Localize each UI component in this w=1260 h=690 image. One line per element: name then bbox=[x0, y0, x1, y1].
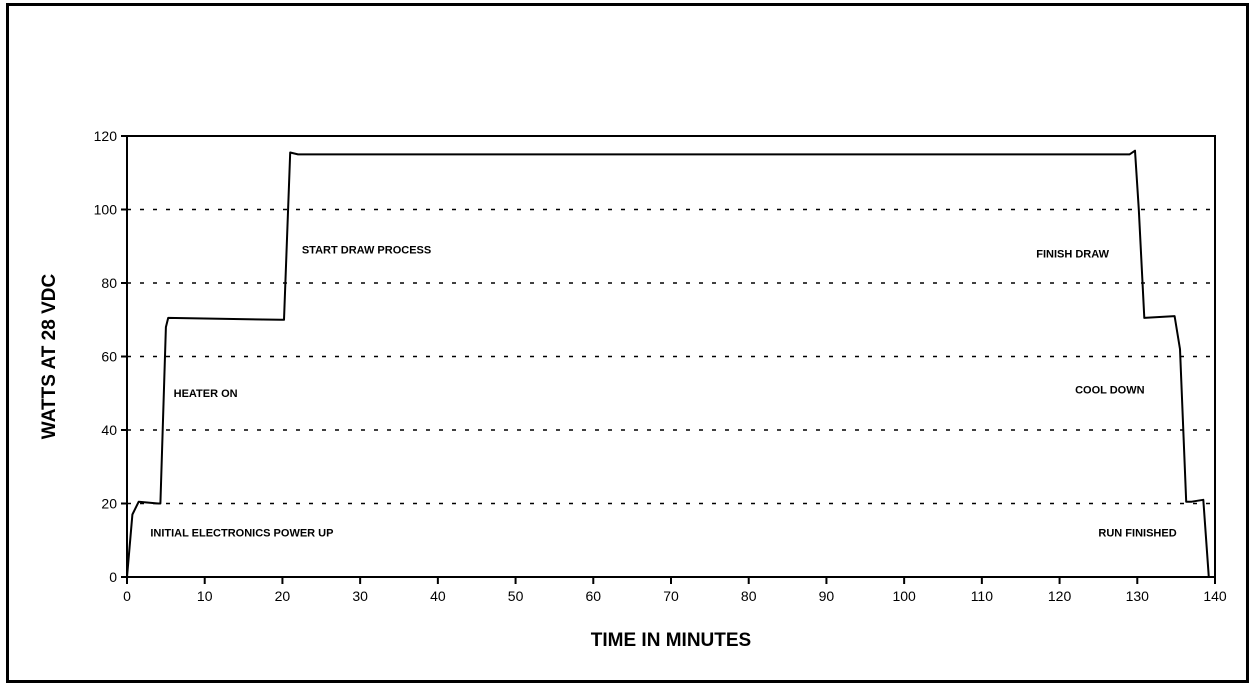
y-tick-label: 40 bbox=[101, 422, 117, 438]
x-tick-label: 120 bbox=[1048, 588, 1072, 604]
x-tick-label: 0 bbox=[123, 588, 131, 604]
x-tick-label: 130 bbox=[1126, 588, 1150, 604]
annotation-label: COOL DOWN bbox=[1075, 384, 1145, 396]
x-tick-label: 10 bbox=[197, 588, 213, 604]
x-axis: 0 10 20 30 40 50 60 70 80 90 100 110 120 130 140 bbox=[123, 577, 1227, 604]
annotation-label: HEATER ON bbox=[174, 388, 238, 400]
annotation-label: INITIAL ELECTRONICS POWER UP bbox=[150, 528, 333, 540]
y-tick-label: 0 bbox=[109, 569, 117, 585]
x-tick-label: 40 bbox=[430, 588, 446, 604]
x-tick-label: 70 bbox=[663, 588, 679, 604]
x-tick-label: 60 bbox=[585, 588, 601, 604]
x-tick-label: 140 bbox=[1203, 588, 1227, 604]
y-tick-label: 100 bbox=[94, 202, 118, 218]
y-axis: 0 20 40 60 80 100 120 bbox=[94, 128, 127, 585]
x-tick-label: 50 bbox=[508, 588, 524, 604]
x-tick-label: 20 bbox=[275, 588, 291, 604]
x-tick-label: 30 bbox=[352, 588, 368, 604]
y-tick-label: 120 bbox=[94, 128, 118, 144]
annotation-label: START DRAW PROCESS bbox=[302, 245, 431, 257]
x-tick-label: 80 bbox=[741, 588, 757, 604]
y-tick-label: 80 bbox=[101, 275, 117, 291]
annotation-label: FINISH DRAW bbox=[1036, 248, 1109, 260]
x-tick-label: 100 bbox=[892, 588, 916, 604]
x-axis-title: TIME IN MINUTES bbox=[591, 630, 751, 651]
series-line-watts bbox=[127, 151, 1209, 577]
annotations: INITIAL ELECTRONICS POWER UP HEATER ON STA… bbox=[150, 245, 1176, 540]
y-tick-label: 60 bbox=[101, 349, 117, 365]
annotation-label: RUN FINISHED bbox=[1098, 528, 1176, 540]
y-tick-label: 20 bbox=[101, 496, 117, 512]
y-axis-title: WATTS AT 28 VDC bbox=[39, 274, 60, 440]
x-tick-label: 110 bbox=[971, 588, 994, 604]
x-tick-label: 90 bbox=[819, 588, 835, 604]
